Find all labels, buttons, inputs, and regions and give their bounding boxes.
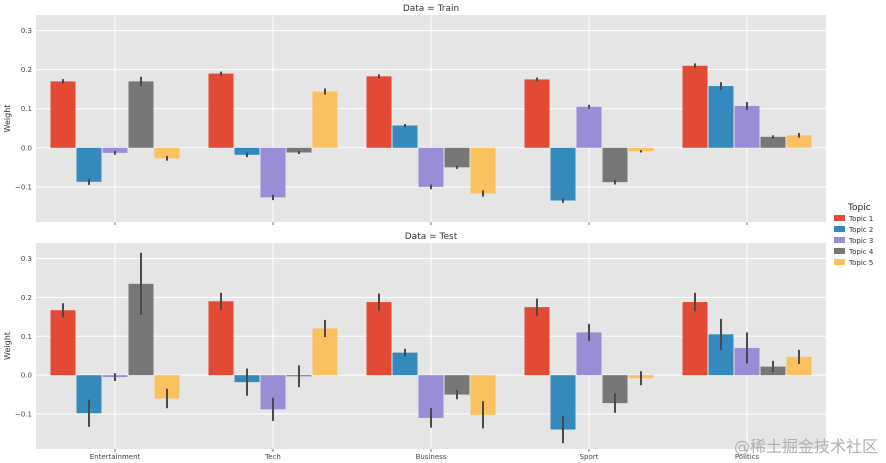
panel-title: Data = Train (403, 4, 459, 14)
y-tick-label: 0.2 (21, 294, 32, 302)
y-tick-label: 0.1 (21, 105, 32, 113)
bar-topic-4-entertainment (128, 81, 154, 148)
bar-topic-3-politics (734, 106, 760, 148)
bar-topic-2-tech (234, 147, 260, 155)
legend-swatch (834, 215, 845, 221)
bar-topic-4-business (444, 375, 470, 395)
x-tick-label: Tech (264, 453, 281, 461)
bar-topic-3-tech (260, 147, 286, 198)
bar-topic-1-entertainment (50, 81, 76, 148)
legend-entry: Topic 2 (848, 226, 873, 234)
bar-topic-3-sport (576, 106, 602, 148)
bar-topic-1-sport (524, 79, 550, 148)
y-tick-label: −0.1 (15, 411, 32, 419)
legend-entry: Topic 4 (848, 248, 874, 256)
bar-topic-1-tech (208, 301, 234, 376)
bar-topic-5-politics (786, 135, 812, 148)
bar-topic-4-business (444, 147, 470, 168)
bar-topic-2-entertainment (76, 147, 102, 182)
legend-swatch (834, 226, 845, 232)
legend-entry: Topic 3 (848, 237, 873, 245)
y-tick-label: −0.1 (15, 183, 32, 191)
watermark-text: @稀土掘金技术社区 (733, 437, 878, 456)
bar-topic-2-business (392, 352, 418, 376)
y-tick-label: 0.2 (21, 66, 32, 74)
bar-topic-4-tech (286, 147, 312, 153)
y-tick-label: 0.0 (21, 144, 32, 152)
bar-topic-2-politics (708, 86, 734, 148)
bar-topic-3-entertainment (102, 147, 128, 153)
panel-title: Data = Test (405, 232, 458, 242)
bar-topic-1-tech (208, 73, 234, 148)
legend: Topic Topic 1 Topic 2 Topic 3 Topic 4 Topic 5 (834, 203, 874, 267)
legend-title: Topic (847, 203, 871, 213)
bar-topic-5-entertainment (154, 375, 180, 399)
y-axis-label: Weight (3, 105, 12, 133)
panel-train: −0.1 0.0 0.1 0.2 0.3 Data = Train Weight (3, 4, 826, 225)
bar-topic-2-business (392, 125, 418, 148)
legend-entry: Topic 1 (848, 215, 873, 223)
bar-topic-1-entertainment (50, 310, 76, 376)
bar-topic-1-business (366, 76, 392, 148)
bar-topic-5-politics (786, 356, 812, 376)
x-tick-label: Business (416, 453, 447, 461)
x-tick-label: Sport (580, 453, 599, 461)
x-tick-label: Politics (735, 453, 760, 461)
y-axis-label: Weight (3, 332, 12, 360)
panel-test: −0.1 0.0 0.1 0.2 0.3 Data = Test Weight Enterta… (3, 232, 826, 461)
legend-swatch (834, 259, 845, 265)
legend-swatch (834, 237, 845, 243)
bar-topic-1-politics (682, 302, 708, 376)
bar-topic-5-business (470, 147, 496, 194)
y-tick-label: 0.1 (21, 333, 32, 341)
bar-topic-1-business (366, 302, 392, 376)
legend-entry: Topic 5 (848, 259, 873, 267)
y-tick-label: 0.3 (21, 255, 32, 263)
y-tick-label: 0.3 (21, 27, 32, 35)
bar-topic-2-sport (550, 147, 576, 201)
bar-topic-5-entertainment (154, 147, 180, 159)
bar-topic-4-sport (602, 147, 628, 183)
bar-topic-3-business (418, 147, 444, 187)
x-tick-label: Entertainment (90, 453, 141, 461)
bar-topic-5-tech (312, 91, 338, 148)
bar-topic-5-sport (628, 147, 654, 152)
legend-swatch (834, 248, 845, 254)
y-tick-label: 0.0 (21, 372, 32, 380)
bar-topic-4-politics (760, 136, 786, 148)
bar-topic-1-sport (524, 307, 550, 376)
bar-topic-1-politics (682, 65, 708, 148)
